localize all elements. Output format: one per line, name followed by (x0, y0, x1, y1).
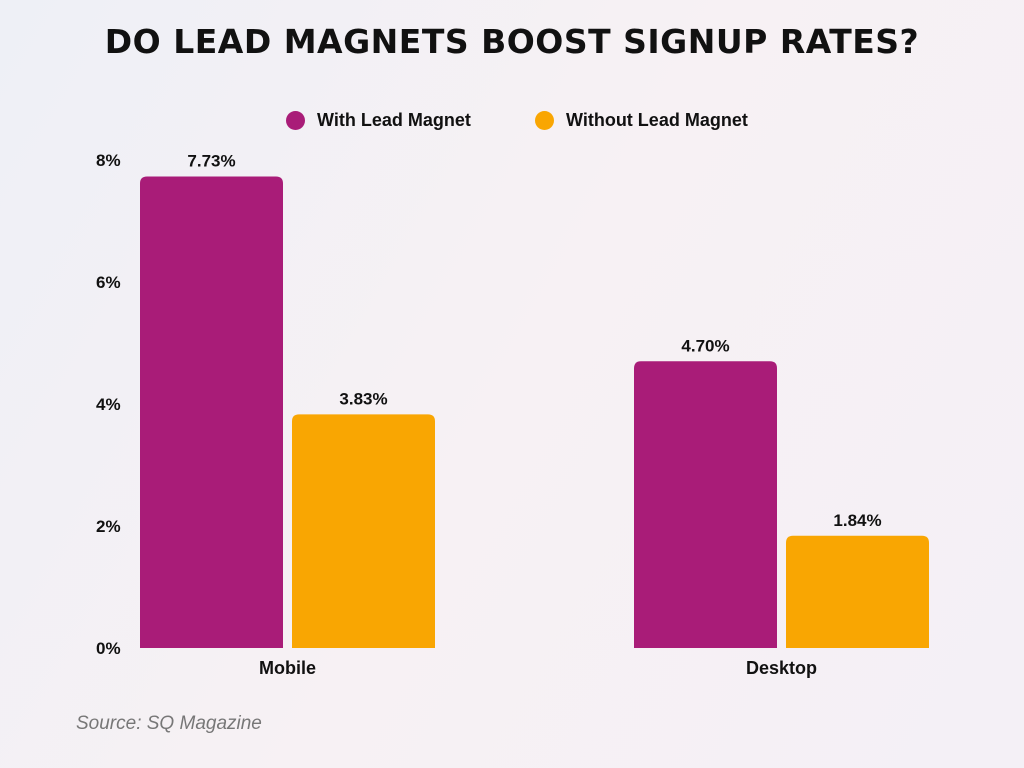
legend-label-without: Without Lead Magnet (566, 110, 748, 130)
legend-swatch-with (286, 111, 305, 130)
data-label: 3.83% (339, 389, 387, 408)
bar (634, 361, 777, 648)
y-tick-label: 2% (96, 517, 121, 536)
y-tick-label: 6% (96, 273, 121, 292)
data-label: 4.70% (681, 336, 729, 355)
y-tick-label: 8% (96, 151, 121, 170)
chart-title: DO LEAD MAGNETS BOOST SIGNUP RATES? (104, 22, 920, 61)
x-tick-label: Mobile (259, 658, 316, 678)
y-tick-label: 4% (96, 395, 121, 414)
data-label: 1.84% (833, 511, 881, 530)
bar (292, 414, 435, 648)
data-label: 7.73% (187, 151, 235, 170)
legend-item-without: Without Lead Magnet (535, 110, 748, 131)
legend-swatch-without (535, 111, 554, 130)
legend-item-with: With Lead Magnet (286, 110, 471, 131)
source-note: Source: SQ Magazine (76, 713, 262, 734)
x-tick-label: Desktop (746, 658, 817, 678)
y-tick-label: 0% (96, 639, 121, 658)
legend-label-with: With Lead Magnet (317, 110, 471, 130)
bar (786, 535, 929, 648)
bar (140, 176, 283, 648)
